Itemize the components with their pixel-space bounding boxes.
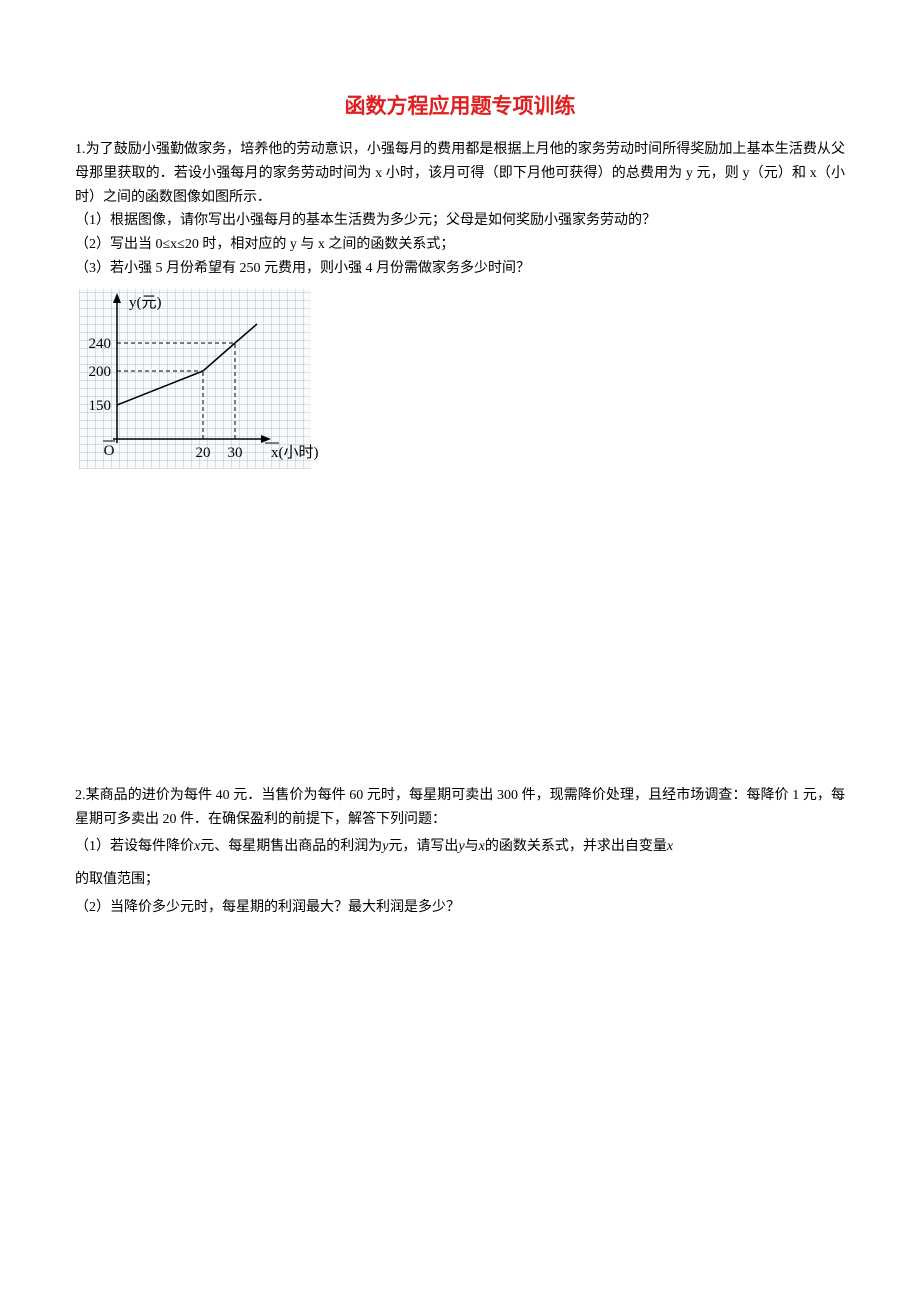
p2-s1-t4: 与 [465, 839, 479, 854]
svg-text:20: 20 [196, 445, 211, 461]
problem-2: 2.某商品的进价为每件 40 元．当售价为每件 60 元时，每星期可卖出 300… [75, 784, 845, 920]
svg-text:30: 30 [228, 445, 243, 461]
problem-1-chart: 150 200 240 20 30 Oy(元) x(小时) [79, 289, 845, 469]
chart-svg: 1502002402030Oy(元)x(小时) [79, 289, 311, 469]
title-text: 函数方程应用题专项训练 [345, 95, 576, 118]
problem-1-intro: 1.为了鼓励小强勤做家务，培养他的劳动意识，小强每月的费用都是根据上月他的家务劳… [75, 138, 845, 209]
problem-1-number: 1. [75, 142, 86, 157]
svg-text:y(元): y(元) [129, 295, 162, 311]
svg-text:200: 200 [89, 364, 112, 380]
svg-text:240: 240 [89, 336, 112, 352]
p2-s1-t2: 元、每星期售出商品的利润为 [200, 839, 382, 854]
svg-text:O: O [104, 443, 115, 459]
problem-2-sub1: （1）若设每件降价x元、每星期售出商品的利润为y元，请写出y与x的函数关系式，并… [75, 831, 845, 895]
problem-2-number: 2. [75, 788, 86, 803]
page-title: 函数方程应用题专项训练 [75, 90, 845, 120]
problem-2-intro: 2.某商品的进价为每件 40 元．当售价为每件 60 元时，每星期可卖出 300… [75, 784, 845, 832]
problem-2-sub2: （2）当降价多少元时，每星期的利润最大？最大利润是多少？ [75, 896, 845, 920]
problem-1-sub3: （3）若小强 5 月份希望有 250 元费用，则小强 4 月份需做家务多少时间？ [75, 257, 845, 281]
p2-s1-t6: 的取值范围； [75, 872, 159, 887]
problem-1-sub1: （1）根据图像，请你写出小强每月的基本生活费为多少元；父母是如何奖励小强家务劳动… [75, 209, 845, 233]
p2-s1-t1: （1）若设每件降价 [75, 839, 194, 854]
problem-1: 1.为了鼓励小强勤做家务，培养他的劳动意识，小强每月的费用都是根据上月他的家务劳… [75, 138, 845, 469]
chart-background: 1502002402030Oy(元)x(小时) [79, 289, 311, 469]
p2-s1-t3: 元，请写出 [388, 839, 458, 854]
p2-s1-t5: 的函数关系式，并求出自变量 [485, 839, 667, 854]
svg-text:150: 150 [89, 398, 112, 414]
problem-1-intro-text: 为了鼓励小强勤做家务，培养他的劳动意识，小强每月的费用都是根据上月他的家务劳动时… [75, 142, 845, 205]
problem-1-sub2: （2）写出当 0≤x≤20 时，相对应的 y 与 x 之间的函数关系式； [75, 233, 845, 257]
problem-2-intro-text: 某商品的进价为每件 40 元．当售价为每件 60 元时，每星期可卖出 300 件… [75, 788, 845, 827]
svg-text:x(小时): x(小时) [271, 444, 319, 461]
p2-s1-v5: x [667, 839, 673, 854]
